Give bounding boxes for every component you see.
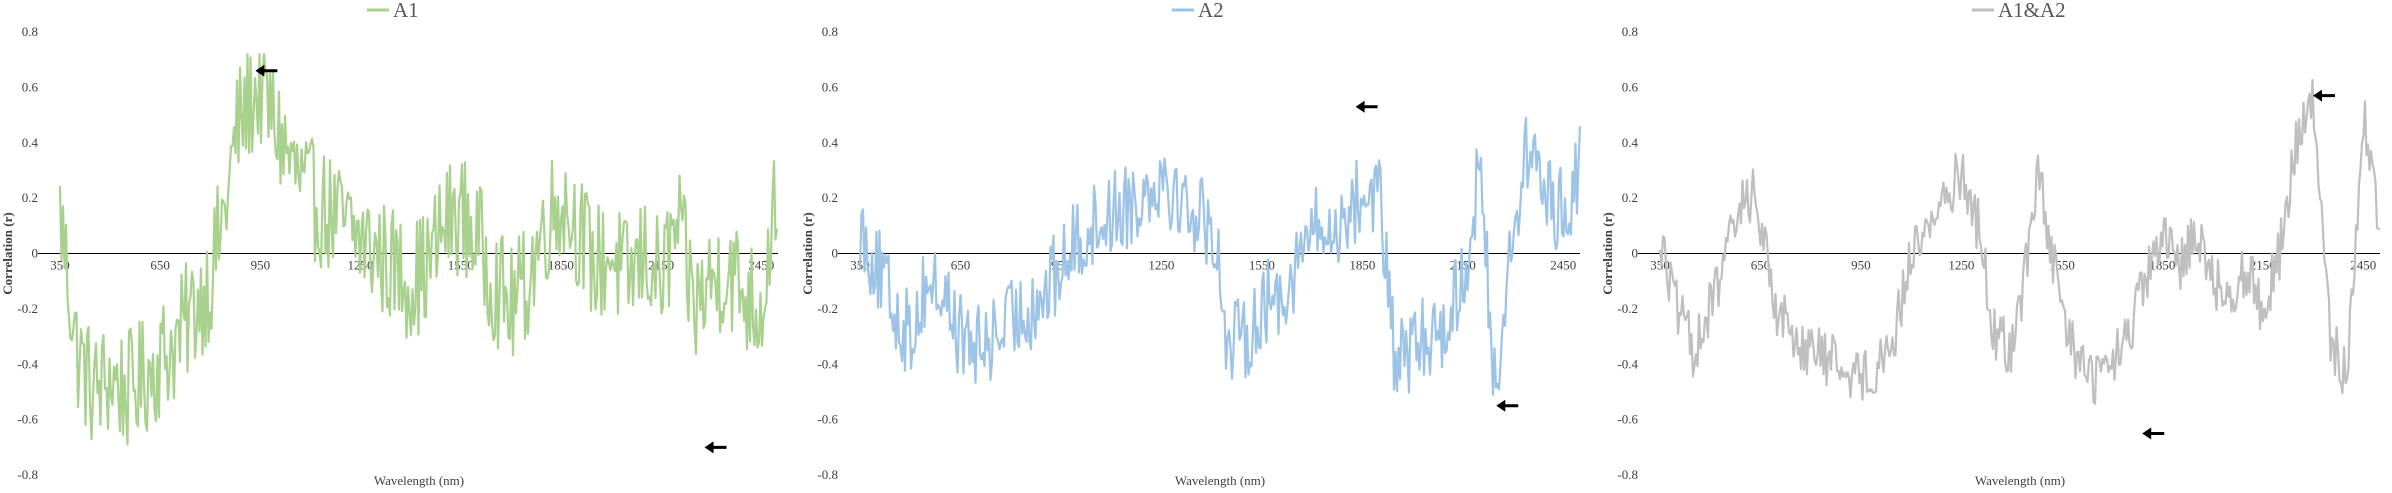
y-axis-title: Correlation (r): [0, 212, 15, 294]
y-tick-label: -0.4: [17, 356, 38, 371]
x-axis-title: Wavelength (nm): [374, 473, 464, 488]
chart-a1-a2: A1&A2 -0.8 -0.6 -0.4 -0.2 0 0.2 0.4 0.6 0.8 Correl…: [1600, 0, 2381, 488]
series-line-a2: [858, 116, 1582, 396]
chart-panel-a1-a2: A1&A2 -0.8 -0.6 -0.4 -0.2 0 0.2 0.4 0.6 0.8 Correl…: [1600, 0, 2392, 493]
x-tick-label: 2150: [2250, 258, 2276, 273]
x-tick-label: 1250: [1148, 258, 1174, 273]
x-tick-label: 1850: [548, 258, 574, 273]
annotation-arrow: [2142, 427, 2165, 440]
y-tick-label: 0.8: [822, 24, 838, 39]
legend: A1&A2: [1972, 0, 2066, 22]
legend: A2: [1172, 0, 1224, 22]
y-tick-label: -0.6: [817, 412, 838, 427]
x-axis-title: Wavelength (nm): [1175, 473, 1265, 488]
chart-a1: A1 -0.8 -0.6 -0.4 -0.2 0 0.2 0.4 0.6 0.8 Correlati…: [0, 0, 779, 488]
annotation-arrow: [1496, 399, 1519, 412]
chart-panel-a2: A2 -0.8 -0.6 -0.4 -0.2 0 0.2 0.4 0.6 0.8 Correlati…: [800, 0, 1600, 493]
legend-label: A1: [393, 0, 419, 22]
chart-a2: A2 -0.8 -0.6 -0.4 -0.2 0 0.2 0.4 0.6 0.8 Correlati…: [800, 0, 1582, 488]
x-tick-label: 650: [150, 258, 170, 273]
x-tick-label: 1850: [1349, 258, 1375, 273]
x-tick-label: 950: [1851, 258, 1871, 273]
y-tick-label: 0: [832, 246, 839, 261]
y-tick-label: 0.4: [822, 135, 839, 150]
x-tick-label: 950: [251, 258, 271, 273]
legend: A1: [367, 0, 419, 22]
chart-panel-a1: A1 -0.8 -0.6 -0.4 -0.2 0 0.2 0.4 0.6 0.8 Correlati…: [0, 0, 790, 493]
y-tick-label: 0.6: [1622, 79, 1639, 94]
y-tick-label: 0.4: [1622, 135, 1639, 150]
legend-label: A2: [1198, 0, 1224, 22]
y-tick-label: -0.2: [17, 301, 38, 316]
y-tick-label: -0.8: [17, 467, 38, 482]
x-tick-label: 1850: [2149, 258, 2175, 273]
y-tick-label: 0.2: [822, 190, 838, 205]
x-tick-label: 2450: [1550, 258, 1576, 273]
y-tick-label: -0.2: [817, 301, 838, 316]
y-tick-label: -0.4: [817, 356, 838, 371]
y-tick-label: -0.6: [1617, 412, 1638, 427]
y-tick-label: 0: [1632, 246, 1639, 261]
y-tick-label: -0.4: [1617, 356, 1638, 371]
annotation-arrow: [2313, 89, 2336, 102]
y-tick-label: -0.8: [817, 467, 838, 482]
annotation-arrow: [255, 64, 278, 77]
legend-label: A1&A2: [1998, 0, 2066, 22]
y-tick-label: 0: [32, 246, 39, 261]
series-line-a1: [58, 53, 779, 446]
y-tick-label: -0.8: [1617, 467, 1638, 482]
y-axis-title: Correlation (r): [800, 212, 815, 294]
x-tick-label: 1550: [2049, 258, 2075, 273]
annotation-arrow: [704, 441, 727, 454]
x-tick-label: 650: [1751, 258, 1771, 273]
y-tick-label: 0.8: [22, 24, 38, 39]
x-tick-label: 650: [951, 258, 971, 273]
y-tick-label: 0.2: [1622, 190, 1638, 205]
y-tick-label: 0.2: [22, 190, 38, 205]
x-tick-label: 1550: [448, 258, 474, 273]
y-axis-title: Correlation (r): [1600, 212, 1615, 294]
y-tick-label: -0.2: [1617, 301, 1638, 316]
y-tick-label: 0.6: [22, 79, 39, 94]
x-tick-label: 1550: [1249, 258, 1275, 273]
y-tick-label: -0.6: [17, 412, 38, 427]
series-line-a1-a2: [1658, 78, 2381, 405]
x-tick-label: 2450: [2350, 258, 2376, 273]
x-axis-title: Wavelength (nm): [1975, 473, 2065, 488]
annotation-arrow: [1355, 100, 1378, 113]
y-tick-label: 0.4: [22, 135, 39, 150]
y-tick-label: 0.6: [822, 79, 839, 94]
y-tick-label: 0.8: [1622, 24, 1638, 39]
x-tick-label: 1250: [1948, 258, 1974, 273]
